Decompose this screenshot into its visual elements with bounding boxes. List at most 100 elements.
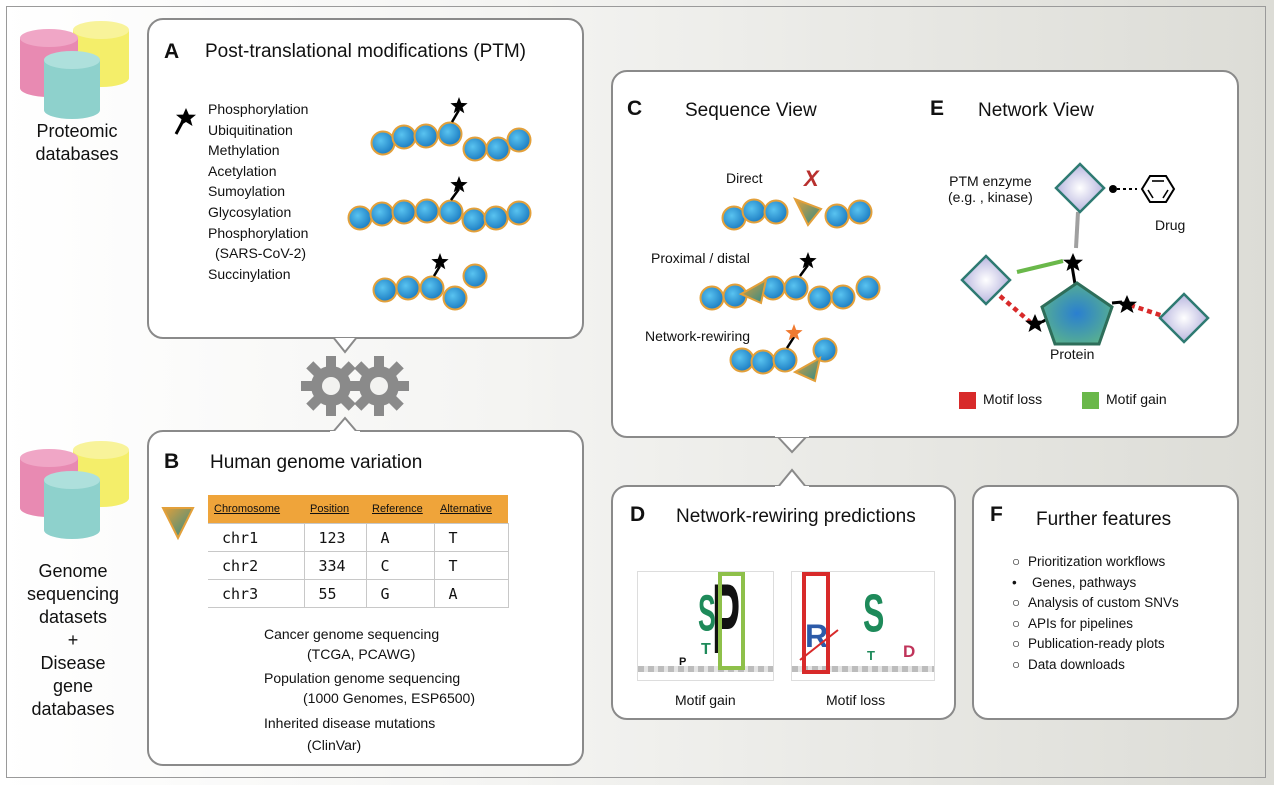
ptm-type-item: Phosphorylation	[208, 225, 309, 241]
residue-bead	[419, 275, 445, 301]
circle-bullet-icon: ○	[1012, 636, 1021, 651]
label-network-rewiring: Network-rewiring	[645, 328, 751, 344]
logo-loss-s: S	[863, 584, 885, 644]
gears-icon	[301, 356, 409, 416]
table-row: chr1 123 A T	[208, 523, 509, 552]
panel-a-title: Post-translational modifications (PTM)	[205, 41, 526, 62]
panel-a	[147, 18, 584, 339]
logo-gain-caption: Motif gain	[675, 692, 736, 708]
circle-bullet-icon: ○	[1012, 615, 1021, 631]
residue-bead	[438, 199, 464, 225]
ptm-enzyme-label-line2: (e.g. , kinase)	[948, 189, 1033, 205]
table-cell: chr1	[208, 523, 305, 552]
label-line: datasets	[38, 607, 108, 627]
residue-bead	[462, 263, 488, 289]
figure-frame	[6, 6, 1266, 778]
logo-loss-r: R	[805, 618, 829, 654]
motif-loss-edge-right	[1129, 302, 1164, 319]
motif-loss-strike	[799, 629, 839, 661]
feature-item: ○ Analysis of custom SNVs	[1012, 593, 1179, 614]
legend-motif-gain-swatch	[1082, 392, 1099, 409]
left-partner-diamond-icon	[960, 254, 1012, 306]
drug-label: Drug	[1155, 217, 1186, 233]
variant-triangle-icon	[161, 507, 195, 541]
variant-table: Chromosome Position Reference Alternative c…	[208, 495, 509, 608]
circle-bullet-icon: ○	[1012, 656, 1021, 672]
ptm-type-item: Phosphorylation	[208, 101, 309, 117]
panel-c-e	[611, 70, 1239, 438]
residue-bead	[812, 337, 838, 363]
residue-bead	[442, 285, 468, 311]
motif-gain-highlight-box	[718, 572, 745, 670]
column-header: Alternative	[434, 495, 508, 524]
logo-gain: P S T P	[637, 571, 774, 681]
enzyme-edge	[1074, 211, 1080, 249]
panel-c-title: Sequence View	[685, 100, 817, 121]
ptm-stick	[449, 188, 461, 201]
ptm-enzyme-label-line1: PTM enzyme	[949, 173, 1032, 189]
logo-gain-p: P	[712, 571, 741, 675]
ptm-type-item: Acetylation	[208, 163, 277, 179]
interactor-diamond-icons	[960, 162, 1210, 344]
ptm-star-legend-icon	[174, 108, 196, 135]
ptm-type-item: Ubiquitination	[208, 122, 293, 138]
residue-bead	[783, 275, 809, 301]
circle-bullet-icon: ○	[1012, 595, 1021, 610]
logo-gain-baseline	[638, 666, 773, 672]
label-direct: Direct	[726, 170, 763, 186]
variant-source-line: (1000 Genomes, ESP6500)	[303, 690, 475, 706]
label-line: databases	[31, 699, 115, 719]
residue-bead	[830, 284, 856, 310]
ptm-site-star-icons	[1025, 253, 1137, 332]
table-cell: 55	[303, 579, 367, 608]
ptm-residue-chains	[347, 97, 532, 311]
residue-bead	[414, 198, 440, 224]
label-line: Genome	[38, 561, 108, 581]
ptm-stick	[450, 109, 461, 123]
label-line: +	[67, 630, 79, 650]
table-cell: 334	[303, 551, 367, 580]
table-cell: T	[433, 551, 509, 580]
label-line: gene	[52, 676, 94, 696]
bullet-icon: •	[1012, 574, 1017, 590]
feature-item: ○ Data downloads	[1012, 655, 1179, 676]
table-row: chr3 55 G A	[208, 579, 509, 608]
label-proximal-distal: Proximal / distal	[651, 250, 750, 266]
sequence-view-chains	[699, 197, 881, 383]
direct-loss-x-mark: X	[804, 166, 819, 191]
residue-bead	[437, 121, 463, 147]
logo-loss-baseline	[792, 666, 934, 672]
residue-bead	[413, 123, 439, 149]
table-cell: chr3	[208, 579, 305, 608]
column-header: Chromosome	[208, 495, 304, 524]
circle-bullet-icon: ○	[1012, 554, 1021, 569]
label-line: Disease	[40, 653, 106, 673]
motif-loss-highlight-box	[802, 572, 830, 674]
database-icons-top	[20, 21, 129, 119]
ptm-enzyme-label: PTM enzyme (e.g. , kinase)	[948, 173, 1033, 205]
column-header: Reference	[366, 495, 434, 524]
ptm-star-icon	[799, 252, 817, 269]
ptm-star-icon	[450, 97, 468, 114]
table-cell: A	[433, 579, 509, 608]
column-header: Position	[304, 495, 366, 524]
db-cylinder-teal	[44, 51, 100, 119]
ptm-star-icon	[785, 324, 803, 341]
logo-loss-caption: Motif loss	[826, 692, 886, 708]
feature-item-text: Data downloads	[1028, 656, 1125, 672]
legend-motif-loss-label: Motif loss	[983, 391, 1043, 407]
table-row: chr2 334 C T	[208, 551, 509, 580]
ptm-stick	[798, 264, 810, 277]
panel-a-letter: A	[164, 40, 180, 63]
mutation-triangle	[792, 197, 823, 227]
panel-c-letter: C	[627, 97, 643, 120]
logo-loss-t: T	[867, 648, 875, 663]
variant-source-line: Cancer genome sequencing	[264, 626, 440, 642]
residue-bead	[763, 199, 789, 225]
mutation-triangle	[792, 356, 822, 383]
ptm-type-item: Glycosylation	[208, 204, 292, 220]
ptm-star-icon	[450, 176, 468, 193]
